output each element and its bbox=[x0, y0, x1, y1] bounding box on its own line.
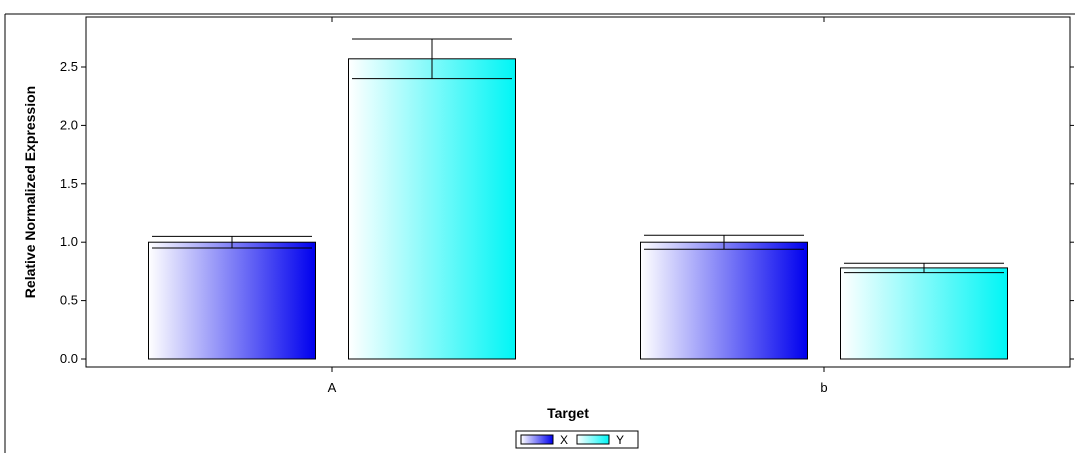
bar-X-b bbox=[640, 241, 808, 360]
y-tick-label: 1.5 bbox=[60, 176, 78, 191]
bar-X-A bbox=[148, 241, 316, 360]
axis-ticks-group: 0.0 0.5 1.0 1.5 2.0 2.5 A b bbox=[60, 17, 1074, 395]
legend-label-Y: Y bbox=[616, 433, 624, 447]
y-tick-label: 2.0 bbox=[60, 117, 78, 132]
x-axis-title: Target bbox=[547, 405, 589, 421]
bar-Y-A bbox=[348, 58, 516, 360]
x-tick-label: b bbox=[820, 380, 827, 395]
x-tick-label: A bbox=[328, 380, 337, 395]
bars-group bbox=[148, 38, 1008, 360]
legend-label-X: X bbox=[560, 433, 568, 447]
chart-frame bbox=[4, 13, 1075, 453]
plot-area bbox=[85, 16, 1071, 368]
y-tick-label: 0.5 bbox=[60, 293, 78, 308]
legend-swatch-X bbox=[520, 434, 554, 445]
bar-Y-b bbox=[840, 267, 1008, 360]
y-tick-label: 0.0 bbox=[60, 351, 78, 366]
legend-swatch-Y bbox=[576, 434, 610, 445]
y-tick-label: 1.0 bbox=[60, 234, 78, 249]
y-tick-label: 2.5 bbox=[60, 59, 78, 74]
y-axis-title: Relative Normalized Expression bbox=[22, 86, 38, 298]
